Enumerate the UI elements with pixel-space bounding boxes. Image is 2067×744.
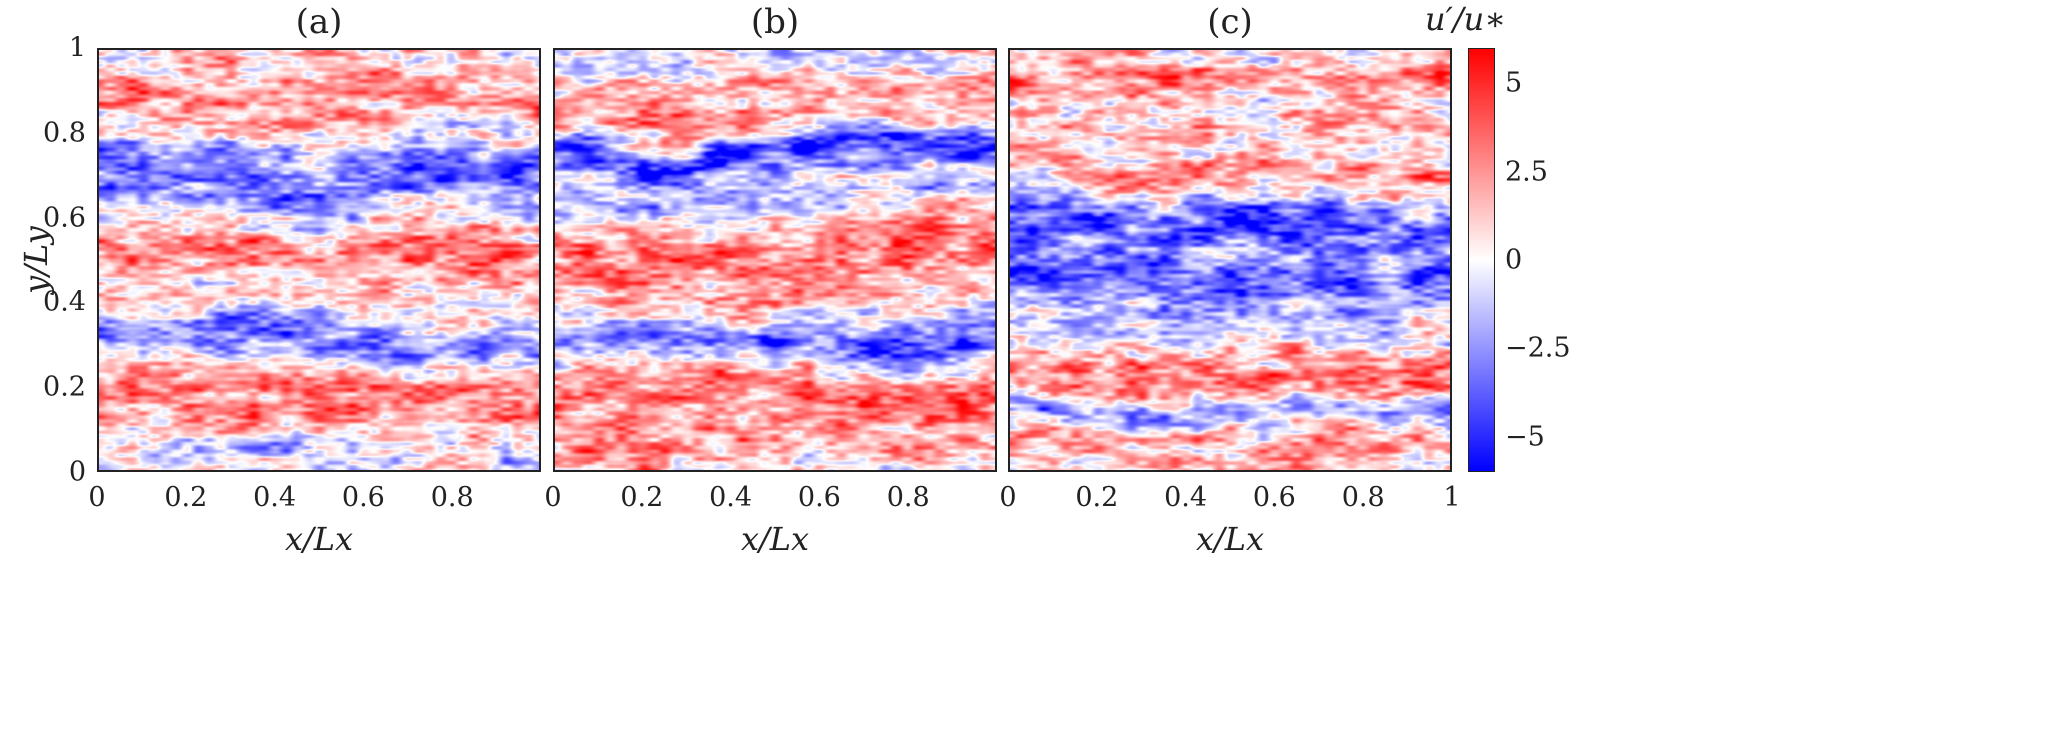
panel-title: (c) — [1207, 2, 1253, 42]
x-tick-label: 0.8 — [1341, 482, 1385, 513]
x-tick-label: 0.2 — [164, 482, 208, 513]
x-tick-label: 0.4 — [1164, 482, 1208, 513]
colorbar-tick-label: 2.5 — [1505, 156, 1548, 188]
panel-title: (a) — [295, 2, 343, 42]
colorbar — [1468, 48, 1495, 472]
x-axis-label: x/Lx — [1195, 520, 1265, 558]
heatmap-panel-c — [1008, 48, 1452, 472]
x-tick-label: 0 — [544, 482, 562, 513]
heatmap-panel-a — [97, 48, 541, 472]
x-tick-label: 0.2 — [1075, 482, 1119, 513]
y-tick-label: 0.8 — [43, 117, 86, 149]
x-axis-label: x/Lx — [740, 520, 810, 558]
x-tick-label: 0.6 — [797, 482, 841, 513]
y-tick-label: 0.6 — [43, 202, 86, 234]
x-axis-label: x/Lx — [284, 520, 354, 558]
x-tick-label: 0.8 — [886, 482, 930, 513]
colorbar-tick-label: −5 — [1505, 421, 1545, 453]
y-tick-label: 0.2 — [43, 371, 86, 403]
panel-title: (b) — [750, 2, 800, 42]
y-tick-label: 0 — [68, 456, 86, 488]
x-tick-label: 0.8 — [430, 482, 474, 513]
heatmap-panel-b — [553, 48, 997, 472]
heatmap-field — [555, 50, 995, 470]
y-tick-label: 0.4 — [43, 286, 86, 318]
y-tick-label: 1 — [68, 32, 86, 64]
heatmap-field — [1010, 50, 1450, 470]
x-tick-label: 0.6 — [1252, 482, 1296, 513]
heatmap-field — [99, 50, 539, 470]
colorbar-tick-label: −2.5 — [1505, 332, 1571, 364]
x-tick-label: 0.4 — [253, 482, 297, 513]
x-tick-label: 0.4 — [709, 482, 753, 513]
colorbar-label: u′/u∗ — [1425, 0, 1507, 38]
x-tick-label: 1 — [1443, 482, 1461, 513]
x-tick-label: 0 — [999, 482, 1017, 513]
x-tick-label: 0.2 — [620, 482, 664, 513]
x-tick-label: 0.6 — [341, 482, 385, 513]
colorbar-tick-label: 5 — [1505, 67, 1523, 99]
x-tick-label: 0 — [88, 482, 106, 513]
y-axis-label: y/Ly — [17, 226, 55, 294]
colorbar-tick-label: 0 — [1505, 244, 1523, 276]
